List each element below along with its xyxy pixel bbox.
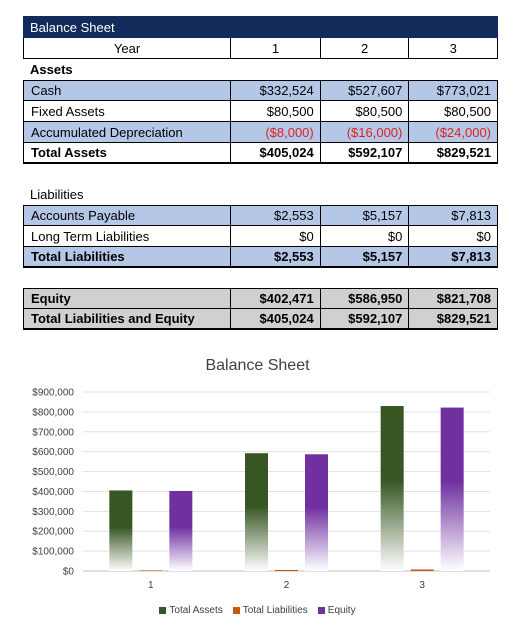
cell-value: $829,521 xyxy=(408,143,497,162)
legend-item: Total Assets xyxy=(159,605,223,616)
liabilities-header-row: Liabilities xyxy=(23,184,498,205)
bar-total-liabilities xyxy=(410,569,434,571)
y-tick-label: $500,000 xyxy=(32,467,74,478)
cell-value: $592,107 xyxy=(319,143,409,162)
row-label: Cash xyxy=(31,83,62,98)
x-tick-label: 2 xyxy=(284,580,290,591)
legend-label: Total Liabilities xyxy=(242,605,308,616)
cell-value: $2,553 xyxy=(230,247,320,266)
row-label: Fixed Assets xyxy=(31,103,105,119)
cell-value: $405,024 xyxy=(230,309,320,328)
year-header-row: Year 1 2 3 xyxy=(23,38,498,59)
cell-value: $332,524 xyxy=(230,81,320,100)
bar-total-assets xyxy=(245,453,268,571)
balance-sheet-table: Balance Sheet Year 1 2 3 Assets Cash $33… xyxy=(23,0,498,330)
cell-value: $80,500 xyxy=(319,101,409,121)
legend-swatch-total-liabilities xyxy=(232,607,240,614)
y-tick-label: $400,000 xyxy=(32,487,74,498)
legend-item: Equity xyxy=(317,605,356,616)
cell-value: $80,500 xyxy=(408,101,497,121)
cell-value: $586,950 xyxy=(319,289,409,308)
cell-value: ($24,000) xyxy=(408,122,497,142)
bar-total-liabilities xyxy=(275,569,298,571)
sheet-title: Balance Sheet xyxy=(30,19,115,35)
table-row: Fixed Assets $80,500 $80,500 $80,500 xyxy=(23,101,498,122)
bar-equity xyxy=(305,454,328,571)
y-tick-label: $900,000 xyxy=(32,388,74,399)
bar-total-assets xyxy=(109,490,133,571)
row-label: Total Liabilities and Equity xyxy=(31,311,195,326)
cell-value: $0 xyxy=(230,226,320,246)
cell-value: $773,021 xyxy=(408,81,497,100)
bar-total-liabilities xyxy=(139,570,163,571)
equity-row: Equity $402,471 $586,950 $821,708 xyxy=(23,288,498,309)
total-liabilities-equity-row: Total Liabilities and Equity $405,024 $5… xyxy=(23,309,498,330)
y-tick-label: $100,000 xyxy=(32,547,74,558)
cell-value: $5,157 xyxy=(319,247,409,266)
y-tick-label: $200,000 xyxy=(32,527,74,538)
row-label: Total Assets xyxy=(31,145,107,160)
chart-legend: Total Assets Total Liabilities Equity xyxy=(0,605,515,616)
row-label: Equity xyxy=(31,291,71,306)
cell-value: $7,813 xyxy=(408,247,497,266)
row-label: Accounts Payable xyxy=(31,208,136,223)
legend-swatch-total-assets xyxy=(159,607,167,614)
row-label: Long Term Liabilities xyxy=(31,228,150,244)
cell-value: $80,500 xyxy=(230,101,320,121)
table-row: Cash $332,524 $527,607 $773,021 xyxy=(23,80,498,101)
table-row: Accounts Payable $2,553 $5,157 $7,813 xyxy=(23,205,498,226)
table-row: Long Term Liabilities $0 $0 $0 xyxy=(23,226,498,247)
cell-value: ($8,000) xyxy=(230,122,320,142)
year-2: 2 xyxy=(319,38,409,58)
y-tick-label: $300,000 xyxy=(32,507,74,518)
cell-value: $7,813 xyxy=(408,206,497,225)
x-tick-label: 1 xyxy=(148,580,154,591)
y-tick-label: $800,000 xyxy=(32,407,74,418)
cell-value: $0 xyxy=(319,226,409,246)
cell-value: ($16,000) xyxy=(319,122,409,142)
chart-title: Balance Sheet xyxy=(205,357,310,374)
cell-value: $829,521 xyxy=(408,309,497,328)
y-tick-label: $700,000 xyxy=(32,427,74,438)
year-3: 3 xyxy=(408,38,497,58)
bar-total-assets xyxy=(380,406,404,571)
bar-equity xyxy=(169,490,193,571)
cell-value: $0 xyxy=(408,226,497,246)
year-label: Year xyxy=(113,40,141,56)
cell-value: $402,471 xyxy=(230,289,320,308)
liabilities-header: Liabilities xyxy=(30,187,84,202)
sheet-title-row: Balance Sheet xyxy=(23,16,498,38)
y-tick-label: $600,000 xyxy=(32,447,74,458)
legend-swatch-equity xyxy=(317,607,325,614)
total-liabilities-row: Total Liabilities $2,553 $5,157 $7,813 xyxy=(23,247,498,268)
year-1: 1 xyxy=(230,38,320,58)
cell-value: $821,708 xyxy=(408,289,497,308)
cell-value: $592,107 xyxy=(319,309,409,328)
legend-label: Total Assets xyxy=(169,605,223,616)
cell-value: $5,157 xyxy=(319,206,409,225)
cell-value: $527,607 xyxy=(319,81,409,100)
total-assets-row: Total Assets $405,024 $592,107 $829,521 xyxy=(23,143,498,164)
cell-value: $2,553 xyxy=(230,206,320,225)
cell-value: $405,024 xyxy=(230,143,320,162)
bar-equity xyxy=(440,407,464,571)
assets-header-row: Assets xyxy=(23,59,498,80)
row-label: Accumulated Depreciation xyxy=(31,124,183,140)
legend-item: Total Liabilities xyxy=(232,605,308,616)
assets-header: Assets xyxy=(30,62,73,77)
legend-label: Equity xyxy=(327,605,356,616)
row-label: Total Liabilities xyxy=(31,249,125,264)
table-row: Accumulated Depreciation ($8,000) ($16,0… xyxy=(23,122,498,143)
y-tick-label: $0 xyxy=(63,567,75,578)
x-tick-label: 3 xyxy=(419,580,425,591)
